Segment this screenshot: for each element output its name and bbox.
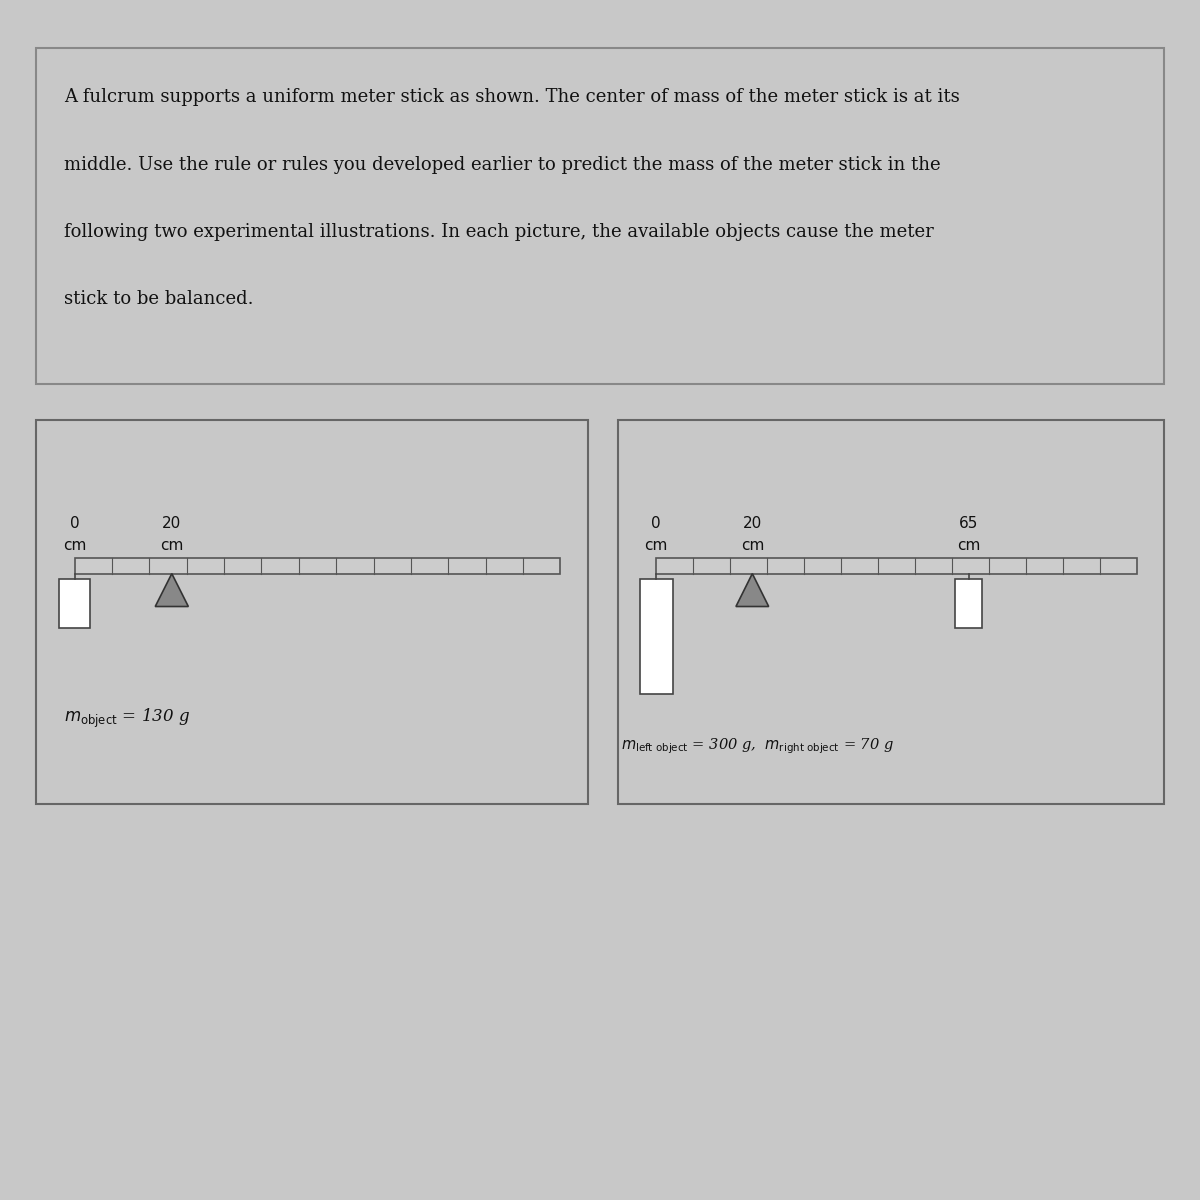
Text: 20: 20 bbox=[743, 516, 762, 532]
Text: cm: cm bbox=[62, 538, 86, 553]
Text: following two experimental illustrations. In each picture, the available objects: following two experimental illustrations… bbox=[65, 223, 934, 241]
Text: 0: 0 bbox=[70, 516, 79, 532]
Text: 0: 0 bbox=[652, 516, 661, 532]
Bar bbox=[640, 580, 673, 695]
Bar bbox=[618, 420, 1164, 804]
Text: cm: cm bbox=[740, 538, 764, 553]
Text: A fulcrum supports a uniform meter stick as shown. The center of mass of the met: A fulcrum supports a uniform meter stick… bbox=[65, 89, 960, 107]
Text: $m_{\rm object}$ = 130 g: $m_{\rm object}$ = 130 g bbox=[64, 707, 190, 730]
Text: 65: 65 bbox=[959, 516, 978, 532]
Bar bbox=[36, 420, 588, 804]
Polygon shape bbox=[155, 574, 188, 606]
Bar bbox=[74, 558, 560, 574]
Polygon shape bbox=[736, 574, 769, 606]
Text: cm: cm bbox=[160, 538, 184, 553]
Text: middle. Use the rule or rules you developed earlier to predict the mass of the m: middle. Use the rule or rules you develo… bbox=[65, 156, 941, 174]
Bar bbox=[955, 580, 982, 629]
Text: cm: cm bbox=[644, 538, 668, 553]
Text: 20: 20 bbox=[162, 516, 181, 532]
Bar bbox=[60, 580, 90, 629]
Bar bbox=[656, 558, 1136, 574]
Text: $m_{\rm left\ object}$ = 300 g,  $m_{\rm right\ object}$ = 70 g: $m_{\rm left\ object}$ = 300 g, $m_{\rm … bbox=[620, 737, 894, 756]
Text: stick to be balanced.: stick to be balanced. bbox=[65, 290, 253, 308]
Text: cm: cm bbox=[956, 538, 980, 553]
